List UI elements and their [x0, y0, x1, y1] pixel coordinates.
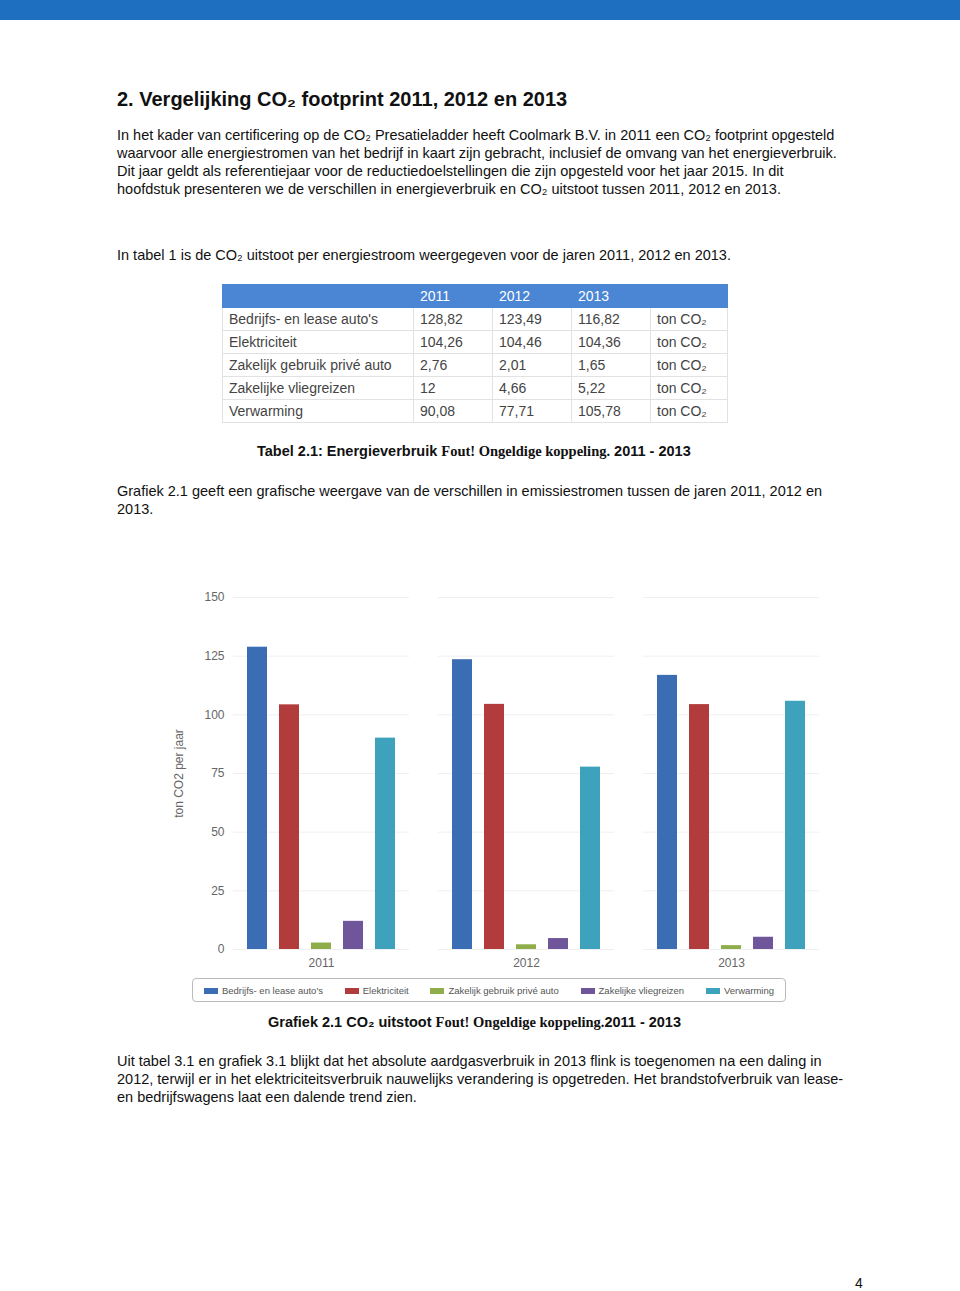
html-text:12: 12 [420, 380, 436, 396]
svg-text:125: 125 [204, 649, 224, 663]
html-text:4,66: 4,66 [499, 380, 527, 396]
html-text:Zakelijke vliegreizen: Zakelijke vliegreizen [598, 984, 685, 996]
html-text:5,22: 5,22 [578, 380, 606, 396]
html-text:Elektriciteit: Elektriciteit [229, 334, 297, 350]
html-text:ton CO₂: ton CO₂ [657, 357, 707, 373]
svg-text:75: 75 [211, 766, 225, 780]
html-text:123,49: 123,49 [499, 311, 542, 327]
html-text:Bedrijfs- en lease auto's: Bedrijfs- en lease auto's [221, 984, 323, 996]
html-text:116,82: 116,82 [578, 311, 620, 327]
html-text:Zakelijke vliegreizen: Zakelijke vliegreizen [229, 380, 356, 396]
html-text:90,08: 90,08 [420, 403, 455, 419]
html-text:Verwarming: Verwarming [723, 984, 774, 996]
html-text:77,71: 77,71 [499, 403, 534, 419]
html-text:104,36: 104,36 [578, 334, 621, 350]
svg-text:2013: 2013 [718, 956, 745, 970]
svg-text:2011: 2011 [309, 956, 335, 970]
html-text:1,65: 1,65 [578, 357, 606, 373]
html-text:ton CO₂: ton CO₂ [657, 380, 707, 396]
html-text:Bedrijfs- en lease auto's: Bedrijfs- en lease auto's [229, 311, 378, 327]
html-text:In tabel 1 is de CO₂ uitstoot: In tabel 1 is de CO₂ uitstoot per energi… [117, 247, 731, 263]
svg-text:100: 100 [204, 708, 224, 722]
svg-text:25: 25 [211, 884, 225, 898]
html-text:ton CO₂: ton CO₂ [657, 311, 707, 327]
html-text:Grafiek 2.1 CO₂ uitstoot Fout!: Grafiek 2.1 CO₂ uitstoot Fout! Ongeldige… [268, 1014, 681, 1030]
html-text:4: 4 [855, 1275, 863, 1291]
html-text:2,01: 2,01 [499, 357, 527, 373]
html-text:2011: 2011 [420, 288, 451, 304]
html-text:105,78: 105,78 [578, 403, 621, 419]
html-text:Grafiek 2.1 geeft een grafisch: Grafiek 2.1 geeft een grafische weergave… [117, 483, 822, 517]
html-text:2012: 2012 [499, 288, 531, 304]
html-text:104,26: 104,26 [420, 334, 463, 350]
html-text:ton CO₂: ton CO₂ [657, 334, 707, 350]
svg-text:0: 0 [218, 942, 225, 956]
html-text:Verwarming: Verwarming [229, 403, 303, 419]
html-text:128,82: 128,82 [420, 311, 463, 327]
html-text:Elektriciteit: Elektriciteit [362, 984, 409, 996]
html-text:2. Vergelijking CO₂ footprint: 2. Vergelijking CO₂ footprint 2011, 2012… [117, 88, 568, 110]
svg-text:150: 150 [204, 590, 224, 604]
svg-text:50: 50 [211, 825, 225, 839]
html-text:ton CO₂: ton CO₂ [657, 403, 707, 419]
html-text:In het kader van certificering: In het kader van certificering op de CO₂… [117, 127, 837, 197]
svg-text:2012: 2012 [513, 956, 540, 970]
html-text:104,46: 104,46 [499, 334, 542, 350]
html-text:Zakelijk gebruik privé auto: Zakelijk gebruik privé auto [229, 357, 392, 373]
html-text:Zakelijk gebruik privé auto: Zakelijk gebruik privé auto [448, 984, 559, 996]
html-text:2,76: 2,76 [420, 357, 448, 373]
svg-text:ton CO2 per jaar: ton CO2 per jaar [172, 729, 186, 818]
html-text:Uit tabel 3.1 en grafiek 3.1 b: Uit tabel 3.1 en grafiek 3.1 blijkt dat … [117, 1053, 844, 1105]
html-text:Tabel 2.1: Energieverbruik Fou: Tabel 2.1: Energieverbruik Fout! Ongeldi… [257, 443, 691, 459]
html-text:2013: 2013 [578, 288, 610, 304]
